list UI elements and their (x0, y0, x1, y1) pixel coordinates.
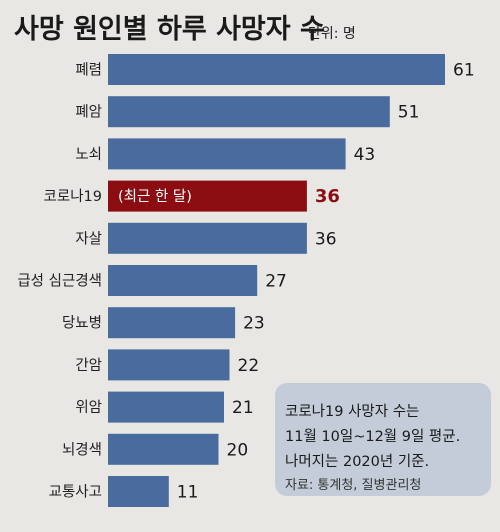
note-line: 11월 10일~12월 9일 평균. (285, 428, 460, 445)
value-label: 36 (315, 229, 337, 249)
category-label: 급성 심근경색 (17, 273, 102, 290)
note-line: 나머지는 2020년 기준. (285, 453, 429, 470)
bar (108, 265, 258, 296)
value-label: 27 (265, 272, 287, 292)
value-label: 51 (398, 103, 420, 123)
value-label: 23 (243, 314, 265, 334)
highlight-note: (최근 한 달) (118, 188, 192, 205)
bar (108, 180, 307, 212)
unit-label: 단위: 명 (308, 26, 356, 42)
value-label: 21 (232, 398, 254, 418)
value-label: 36 (315, 186, 340, 207)
category-label: 노쇠 (75, 146, 102, 163)
bar (108, 54, 445, 85)
value-label: 11 (177, 483, 199, 503)
category-label: 폐암 (75, 104, 102, 121)
category-label: 자살 (75, 230, 102, 247)
category-label: 코로나19 (44, 188, 102, 205)
category-label: 교통사고 (49, 484, 102, 501)
bar (108, 307, 236, 339)
bar (108, 433, 219, 465)
category-label: 당뇨병 (62, 315, 102, 332)
category-label: 뇌경색 (62, 441, 102, 458)
note-box-background (275, 383, 491, 496)
bar (108, 391, 224, 423)
note-box: 코로나19 사망자 수는 11월 10일~12월 9일 평균. 나머지는 202… (275, 383, 491, 496)
bar (108, 138, 346, 170)
chart-title: 사망 원인별 하루 사망자 수 (14, 14, 325, 45)
value-label: 22 (238, 356, 260, 376)
bar (108, 349, 230, 381)
bar (108, 222, 307, 254)
category-label: 폐렴 (75, 62, 102, 79)
category-label: 위암 (75, 399, 102, 416)
bars-group: 폐렴 61 폐암 51 노쇠 43 코로나19 36 (최근 한 달) 자살 36 급성 심근경색 27… (17, 54, 475, 507)
category-label: 간암 (75, 357, 102, 374)
value-label: 20 (227, 440, 249, 460)
bar (108, 96, 390, 128)
note-source: 자료: 통계청, 질병관리청 (285, 478, 421, 493)
value-label: 61 (453, 61, 475, 81)
value-label: 43 (354, 145, 376, 165)
note-line: 코로나19 사망자 수는 (285, 403, 419, 420)
bar (108, 476, 169, 507)
